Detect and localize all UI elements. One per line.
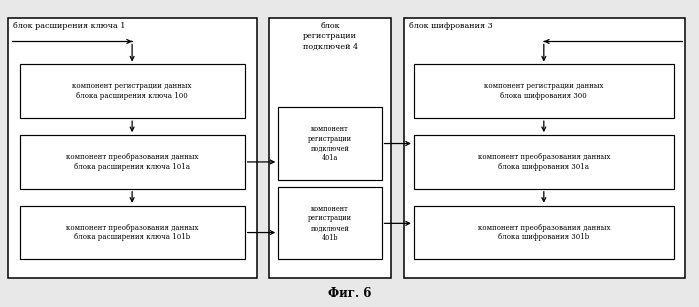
Text: компонент
регистрации
подключей
401a: компонент регистрации подключей 401a bbox=[308, 125, 352, 162]
Bar bbox=[404, 18, 685, 278]
Bar bbox=[414, 206, 674, 259]
Text: компонент регистрации данных
блока шифрования 300: компонент регистрации данных блока шифро… bbox=[484, 83, 603, 100]
Bar bbox=[278, 187, 382, 259]
Text: Фиг. 6: Фиг. 6 bbox=[328, 287, 371, 300]
Bar bbox=[20, 135, 245, 189]
Text: компонент преобразования данных
блока шифрования 301b: компонент преобразования данных блока ши… bbox=[477, 224, 610, 241]
Text: компонент регистрации данных
блока расширения ключа 100: компонент регистрации данных блока расши… bbox=[73, 83, 192, 100]
Text: компонент
регистрации
подключей
401b: компонент регистрации подключей 401b bbox=[308, 205, 352, 242]
Text: блок шифрования 3: блок шифрования 3 bbox=[409, 22, 493, 30]
Text: компонент преобразования данных
блока шифрования 301a: компонент преобразования данных блока ши… bbox=[477, 153, 610, 171]
Text: компонент преобразования данных
блока расширения ключа 101a: компонент преобразования данных блока ра… bbox=[66, 153, 199, 171]
Bar bbox=[278, 107, 382, 180]
Bar bbox=[20, 64, 245, 118]
Bar bbox=[20, 206, 245, 259]
Bar bbox=[414, 64, 674, 118]
Bar bbox=[414, 135, 674, 189]
Text: блок расширения ключа 1: блок расширения ключа 1 bbox=[13, 22, 126, 30]
Bar bbox=[269, 18, 391, 278]
Text: блок
регистрации
подключей 4: блок регистрации подключей 4 bbox=[303, 22, 358, 50]
Text: компонент преобразования данных
блока расширения ключа 101b: компонент преобразования данных блока ра… bbox=[66, 224, 199, 241]
Bar bbox=[8, 18, 257, 278]
